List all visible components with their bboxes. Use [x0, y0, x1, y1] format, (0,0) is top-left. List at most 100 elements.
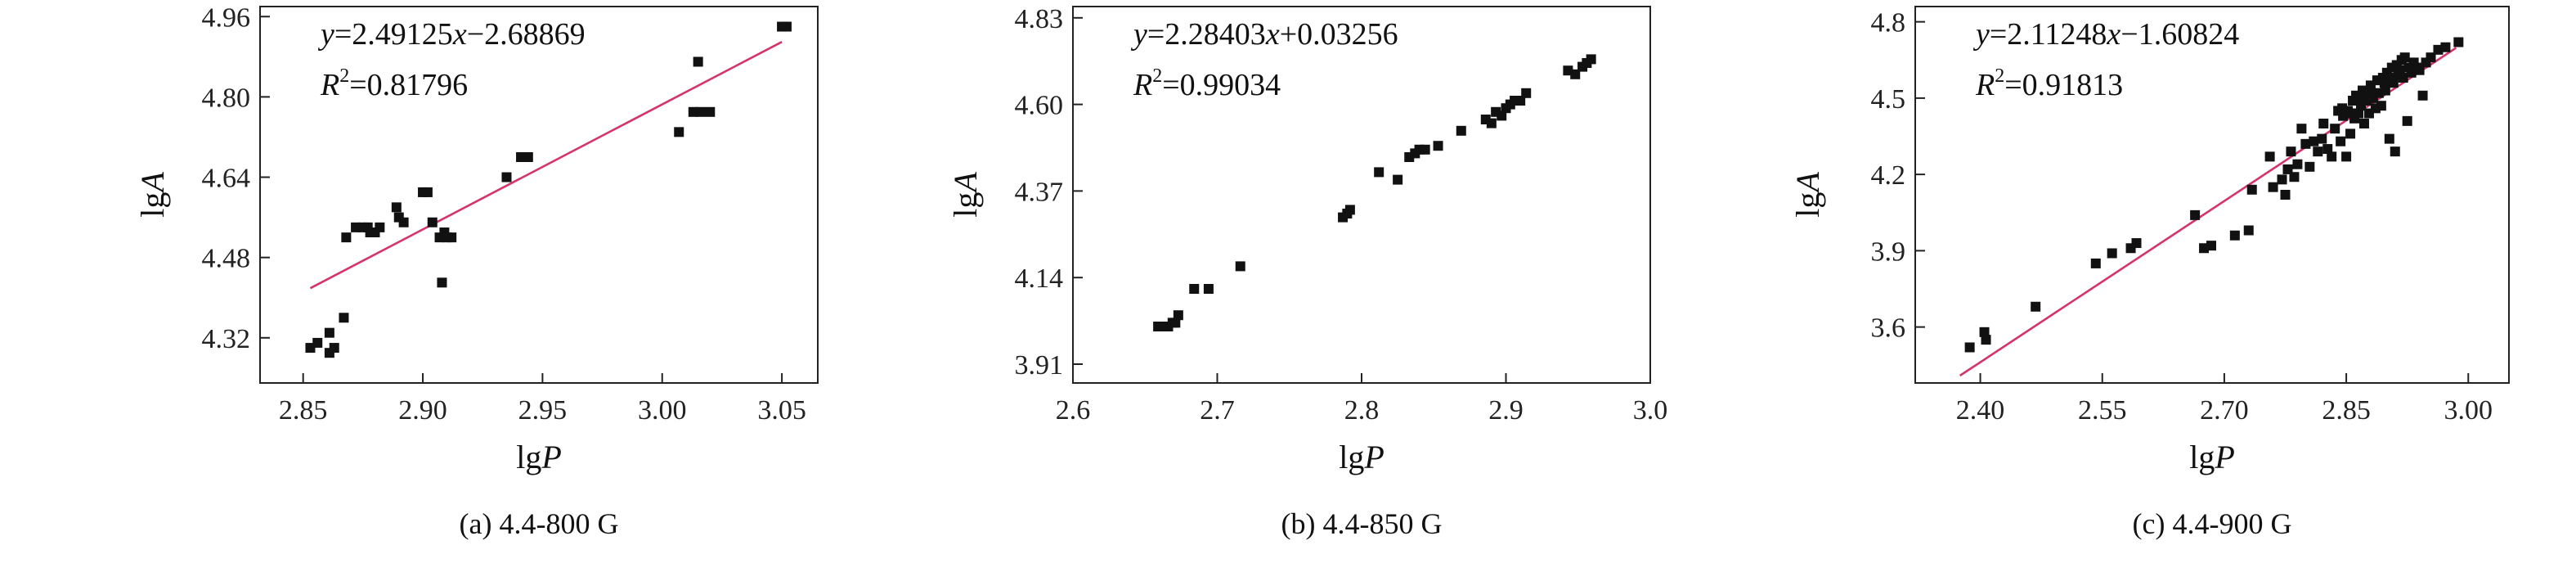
data-point: [2399, 52, 2410, 63]
data-point: [2317, 133, 2327, 144]
data-point: [2337, 103, 2348, 114]
data-point: [341, 232, 352, 243]
data-point: [1521, 88, 1532, 98]
data-point: [2358, 118, 2369, 128]
plot-frame: [1914, 6, 2510, 384]
data-point: [1497, 110, 1507, 121]
data-point: [1433, 141, 1443, 151]
data-point: [2390, 146, 2400, 157]
data-point: [2384, 133, 2394, 144]
y-tick-label: 4.5: [1871, 84, 1906, 115]
x-axis-label: lgP: [516, 439, 562, 475]
x-tick-label: 2.7: [1200, 395, 1235, 426]
data-point: [2440, 42, 2451, 52]
data-point: [1235, 261, 1245, 272]
data-point: [1170, 318, 1181, 328]
y-tick-label: 3.6: [1871, 313, 1906, 344]
x-axis-label: lgP: [1339, 439, 1384, 475]
y-tick-label: 4.96: [202, 2, 251, 33]
data-point: [695, 106, 706, 117]
data-point: [2090, 258, 2101, 268]
y-axis-label: lgA: [1789, 172, 1826, 218]
data-point: [2264, 151, 2275, 162]
data-point: [1979, 327, 1990, 337]
data-point: [2282, 164, 2293, 174]
data-point: [398, 217, 409, 227]
data-point: [2341, 151, 2352, 162]
data-point: [1486, 118, 1497, 128]
x-tick-label: 3.0: [1633, 395, 1668, 426]
data-point: [2309, 136, 2319, 146]
x-tick-label: 3.00: [638, 395, 687, 426]
data-point: [427, 217, 438, 227]
fit-line: [309, 41, 783, 290]
data-point: [437, 277, 447, 288]
data-point: [2453, 37, 2464, 47]
y-tick-label: 4.2: [1871, 160, 1906, 191]
data-point: [1203, 284, 1214, 294]
x-tick-label: 2.90: [398, 395, 447, 426]
data-point: [2206, 241, 2217, 251]
r-squared: R2=0.99034: [1133, 65, 1281, 102]
subfigure-caption: (c) 4.4-900 G: [2133, 507, 2292, 540]
y-axis-label: lgA: [947, 172, 984, 218]
data-point: [2347, 108, 2358, 119]
data-point: [2356, 92, 2367, 103]
data-point: [2190, 209, 2201, 220]
data-point: [2292, 159, 2303, 169]
data-point: [1189, 284, 1200, 294]
data-point: [2246, 184, 2257, 195]
data-point: [523, 152, 533, 162]
plot-frame: [259, 6, 819, 384]
data-point: [1374, 167, 1384, 178]
data-point: [2345, 128, 2356, 139]
chart-3: 2.40 2.55 2.70 2.85 3.00 3.6 3.9 4.2 4.5 4.8 y=2.1…: [1789, 6, 2510, 540]
data-point: [501, 172, 512, 182]
data-point: [1420, 144, 1430, 155]
data-point: [422, 187, 433, 197]
data-point: [2357, 85, 2367, 96]
data-point: [2385, 73, 2396, 83]
data-point: [2229, 230, 2240, 241]
data-point: [1173, 310, 1183, 321]
data-point: [2031, 301, 2041, 312]
data-point: [375, 222, 385, 232]
data-point: [2327, 151, 2337, 162]
y-tick-label: 4.32: [202, 324, 251, 354]
y-tick-label: 4.48: [202, 244, 251, 274]
fit-equation: y=2.49125x−2.68869: [317, 17, 586, 52]
x-tick-label: 3.00: [2444, 395, 2493, 426]
data-point: [2277, 174, 2287, 185]
x-tick-label: 2.8: [1344, 395, 1380, 426]
data-point: [2366, 88, 2376, 98]
data-point: [705, 106, 716, 117]
data-point: [2330, 124, 2340, 134]
subfigure-caption: (b) 4.4-850 G: [1281, 507, 1443, 540]
chart-2: 2.6 2.7 2.8 2.9 3.0 3.91 4.14 4.37 4.60 4.83 y=2.2…: [947, 4, 1668, 540]
data-point: [2426, 52, 2436, 63]
r-squared: R2=0.91813: [1975, 65, 2123, 102]
data-point: [2286, 146, 2296, 157]
data-point: [2268, 182, 2278, 192]
x-tick-label: 3.05: [757, 395, 806, 426]
y-tick-label: 4.60: [1015, 91, 1064, 121]
y-tick-label: 4.8: [1871, 8, 1906, 38]
y-axis-label: lgA: [134, 172, 171, 218]
data-point: [329, 343, 339, 354]
data-point: [2300, 138, 2311, 149]
x-tick-label: 2.40: [1956, 395, 2005, 426]
data-point: [2380, 85, 2390, 96]
x-tick-label: 2.70: [2200, 395, 2249, 426]
x-axis-label: lgP: [2189, 439, 2235, 475]
data-point: [2402, 115, 2412, 126]
data-point: [2289, 172, 2300, 182]
x-tick-label: 2.85: [2322, 395, 2371, 426]
r-squared: R2=0.81796: [320, 65, 468, 102]
data-point: [2376, 101, 2386, 111]
y-tick-label: 4.80: [202, 83, 251, 113]
data-point: [2296, 124, 2307, 134]
y-tick-label: 4.37: [1015, 177, 1064, 207]
subfigure-caption: (a) 4.4-800 G: [460, 507, 619, 540]
data-point: [1981, 335, 1991, 345]
